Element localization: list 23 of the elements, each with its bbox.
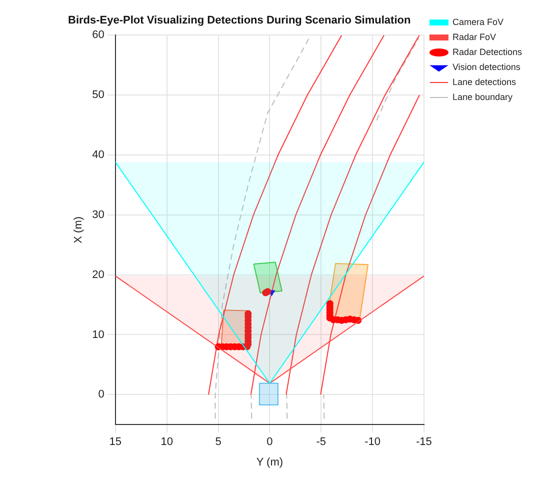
legend-label: Lane boundary <box>452 92 514 102</box>
legend-label: Radar FoV <box>452 32 496 42</box>
y-tick-label: 0 <box>98 388 104 401</box>
chart-title: Birds-Eye-Plot Visualizing Detections During Scenario Simulation <box>68 14 411 27</box>
legend-label: Vision detections <box>452 62 521 72</box>
y-tick-label: 30 <box>92 208 104 221</box>
x-tick-label: 5 <box>215 436 222 448</box>
y-axis-title: X (m) <box>72 216 85 244</box>
x-tick-label: -10 <box>364 436 380 448</box>
x-tick-label: 0 <box>266 436 273 448</box>
y-tick-label: 40 <box>92 149 104 162</box>
x-axis-title: Y (m) <box>256 456 284 468</box>
legend-label: Camera FoV <box>452 16 504 27</box>
legend-label: Radar Detections <box>452 46 522 57</box>
x-tick-label: 15 <box>109 436 122 448</box>
y-tick-label: 50 <box>92 89 104 102</box>
y-tick-label: 60 <box>92 29 104 42</box>
x-tick-label: -5 <box>316 436 326 448</box>
x-tick-label: 10 <box>160 436 173 448</box>
x-tick-label: -15 <box>416 436 432 448</box>
y-tick-label: 20 <box>92 268 104 281</box>
legend-label: Lane detections <box>452 76 517 87</box>
y-tick-label: 10 <box>92 328 104 341</box>
